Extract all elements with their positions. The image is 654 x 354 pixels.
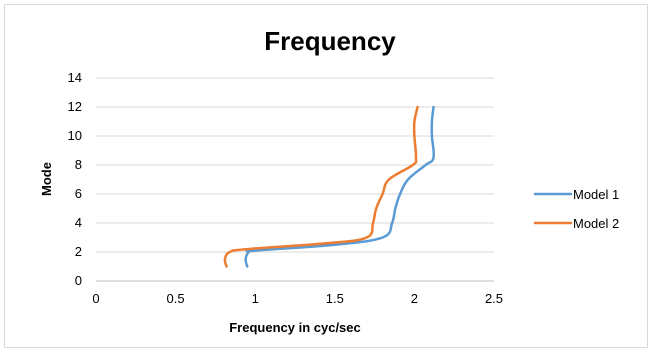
x-axis-title: Frequency in cyc/sec bbox=[229, 320, 361, 335]
y-axis-title: Mode bbox=[39, 162, 54, 196]
y-tick-label: 0 bbox=[75, 273, 82, 288]
y-tick-label: 10 bbox=[68, 128, 82, 143]
y-tick-label: 4 bbox=[75, 215, 82, 230]
y-tick-label: 8 bbox=[75, 157, 82, 172]
legend-label: Model 2 bbox=[573, 216, 619, 231]
x-tick-label: 0.5 bbox=[167, 291, 185, 306]
x-tick-label: 1 bbox=[252, 291, 259, 306]
series-line-model-1 bbox=[244, 105, 436, 268]
x-tick-label: 2.5 bbox=[485, 291, 503, 306]
series-lines bbox=[223, 105, 436, 268]
legend: Model 1 Model 2 bbox=[533, 187, 619, 231]
tick-labels: 0 2 4 6 8 10 12 14 0 0.5 1 1.5 2 2.5 bbox=[68, 70, 504, 306]
y-tick-label: 14 bbox=[68, 70, 82, 85]
x-tick-label: 0 bbox=[92, 291, 99, 306]
series-line-model-2 bbox=[223, 105, 419, 268]
y-tick-label: 2 bbox=[75, 244, 82, 259]
x-tick-label: 2 bbox=[411, 291, 418, 306]
chart-frame bbox=[4, 4, 648, 348]
y-tick-label: 12 bbox=[68, 99, 82, 114]
grid-lines bbox=[96, 77, 494, 253]
legend-label: Model 1 bbox=[573, 187, 619, 202]
x-tick-label: 1.5 bbox=[326, 291, 344, 306]
chart-title: Frequency bbox=[264, 26, 396, 56]
y-tick-label: 6 bbox=[75, 186, 82, 201]
